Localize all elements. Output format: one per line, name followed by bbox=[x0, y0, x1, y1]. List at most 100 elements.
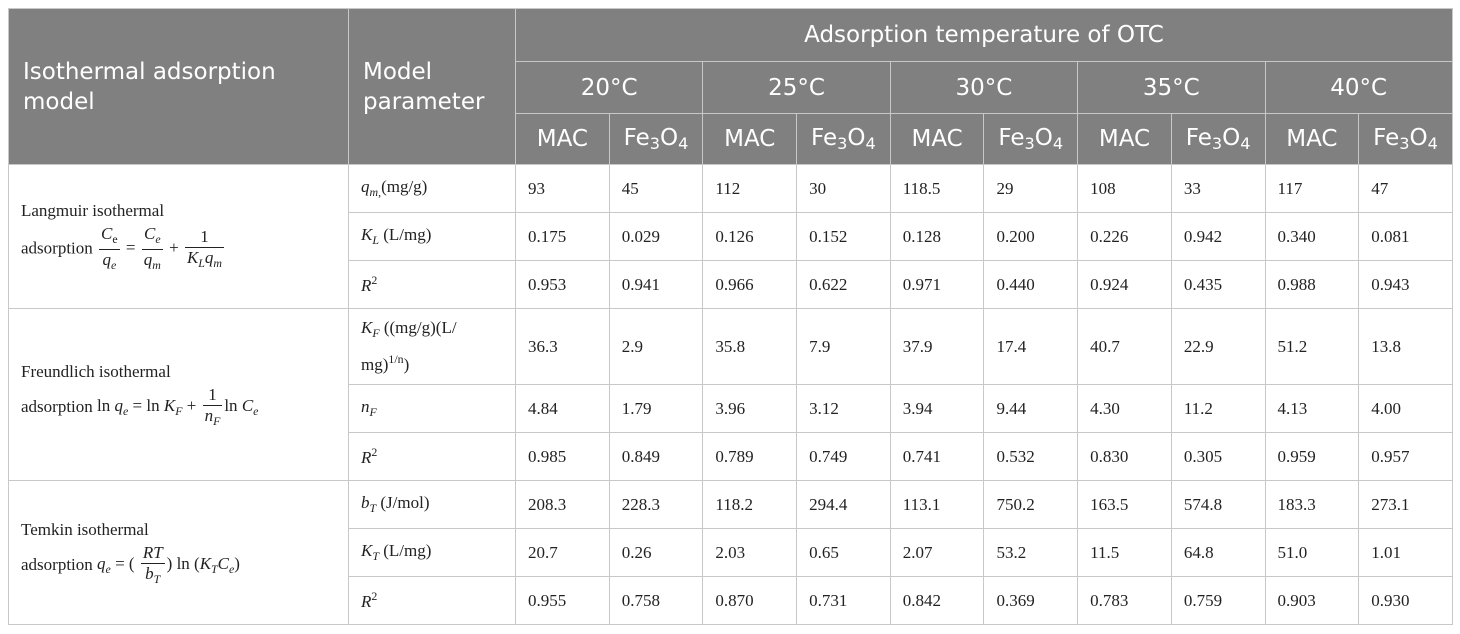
table-row: KL (L/mg) 0.175 0.029 0.126 0.152 0.128 0.200 0… bbox=[9, 212, 1453, 261]
parameter-subscript: F bbox=[372, 326, 380, 340]
value-cell: 0.731 bbox=[796, 576, 891, 625]
o-letter: O bbox=[1222, 125, 1241, 151]
table-row: KT (L/mg) 20.7 0.26 2.03 0.65 2.07 53.2 11.5 64.… bbox=[9, 528, 1453, 577]
value-cell: 9.44 bbox=[983, 384, 1079, 433]
value-cell: 51.0 bbox=[1264, 528, 1360, 577]
value-cell: 118.2 bbox=[702, 480, 798, 529]
value-cell: 37.9 bbox=[889, 308, 985, 385]
equation-prefix: adsorption bbox=[21, 396, 93, 416]
model-equation-line: adsorption ln qe = ln KF + 1 nF ln Ce bbox=[21, 385, 336, 431]
value-cell: 0.749 bbox=[796, 432, 891, 481]
parameter-cell: KF ((mg/g)(L/mg)1/n) bbox=[348, 308, 516, 385]
value-cell: 0.029 bbox=[608, 212, 704, 261]
header-temperature: 35°C bbox=[1077, 61, 1266, 114]
header-material-mac: MAC bbox=[515, 113, 610, 165]
value-cell: 1.79 bbox=[608, 384, 704, 433]
header-temperature: 20°C bbox=[514, 61, 704, 114]
value-cell: 0.440 bbox=[983, 260, 1079, 309]
value-cell: 0.959 bbox=[1264, 432, 1360, 481]
parameter-unit: (L/mg) bbox=[378, 541, 432, 560]
value-cell: 3.12 bbox=[796, 384, 891, 433]
value-cell: 2.03 bbox=[702, 528, 798, 577]
fe-prefix: Fe bbox=[1373, 125, 1400, 151]
value-cell: 0.758 bbox=[608, 576, 704, 625]
value-cell: 0.226 bbox=[1077, 212, 1172, 261]
value-cell: 45 bbox=[608, 164, 704, 213]
parameter-unit-superscript: 1/n bbox=[388, 352, 404, 366]
value-cell: 0.953 bbox=[515, 260, 610, 309]
value-cell: 0.783 bbox=[1077, 576, 1172, 625]
o-letter: O bbox=[847, 125, 866, 151]
value-cell: 35.8 bbox=[702, 308, 798, 385]
parameter-unit: (mg/g) bbox=[381, 177, 428, 196]
value-cell: 40.7 bbox=[1077, 308, 1172, 385]
parameter-subscript: T bbox=[369, 501, 377, 515]
value-cell: 0.532 bbox=[983, 432, 1079, 481]
equation-prefix: adsorption bbox=[21, 554, 93, 574]
header-material-mac: MAC bbox=[702, 113, 798, 165]
table-body: Langmuir isothermal adsorption Ce qe = Ce q… bbox=[8, 164, 1453, 625]
value-cell: 0.924 bbox=[1077, 260, 1172, 309]
value-cell: 11.5 bbox=[1077, 528, 1172, 577]
parameter-subscript: L bbox=[372, 233, 379, 247]
value-cell: 11.2 bbox=[1170, 384, 1266, 433]
value-cell: 112 bbox=[702, 164, 798, 213]
parameter-subscript: F bbox=[369, 405, 377, 419]
o-letter: O bbox=[660, 125, 679, 151]
value-cell: 183.3 bbox=[1264, 480, 1360, 529]
value-cell: 2.9 bbox=[608, 308, 704, 385]
value-cell: 294.4 bbox=[796, 480, 891, 529]
value-cell: 93 bbox=[515, 164, 610, 213]
value-cell: 0.849 bbox=[608, 432, 704, 481]
value-cell: 64.8 bbox=[1170, 528, 1266, 577]
value-cell: 108 bbox=[1077, 164, 1172, 213]
value-cell: 0.152 bbox=[796, 212, 891, 261]
parameter-symbol: K bbox=[361, 225, 373, 244]
value-cell: 0.081 bbox=[1358, 212, 1453, 261]
table-row: Freundlich isothermal adsorption ln qe = … bbox=[8, 308, 1453, 481]
header-material-mac: MAC bbox=[889, 113, 985, 165]
equation-prefix: adsorption bbox=[21, 238, 93, 258]
header-material-fe3o4: Fe3O4 bbox=[983, 113, 1079, 165]
o-subscript: 4 bbox=[865, 134, 876, 153]
value-cell: 0.957 bbox=[1358, 432, 1453, 481]
fe-prefix: Fe bbox=[623, 125, 650, 151]
parameter-unit-close: ) bbox=[403, 355, 410, 374]
value-cell: 0.955 bbox=[515, 576, 610, 625]
value-cell: 0.26 bbox=[608, 528, 704, 577]
o-letter: O bbox=[1409, 125, 1428, 151]
value-cell: 4.84 bbox=[515, 384, 610, 433]
value-cell: 0.369 bbox=[983, 576, 1079, 625]
header-material-fe3o4: Fe3O4 bbox=[1170, 113, 1266, 165]
value-cell: 0.943 bbox=[1358, 260, 1453, 309]
value-cell: 117 bbox=[1264, 164, 1360, 213]
value-cell: 47 bbox=[1358, 164, 1453, 213]
value-cell: 0.830 bbox=[1077, 432, 1172, 481]
o-letter: O bbox=[1034, 125, 1053, 151]
value-cell: 22.9 bbox=[1170, 308, 1266, 385]
value-cell: 113.1 bbox=[889, 480, 985, 529]
parameter-superscript: 2 bbox=[371, 589, 378, 603]
parameter-unit: (L/mg) bbox=[378, 225, 432, 244]
value-cell: 33 bbox=[1170, 164, 1266, 213]
fe-subscript: 3 bbox=[649, 134, 661, 153]
value-cell: 0.175 bbox=[515, 212, 610, 261]
header-material-fe3o4: Fe3O4 bbox=[1358, 113, 1453, 165]
value-cell: 4.13 bbox=[1264, 384, 1360, 433]
parameter-symbol: b bbox=[361, 493, 370, 512]
model-cell: Langmuir isothermal adsorption Ce qe = Ce q… bbox=[8, 164, 349, 309]
value-cell: 0.305 bbox=[1170, 432, 1266, 481]
parameter-symbol: R bbox=[361, 448, 372, 467]
header-temperature-group: Adsorption temperature of OTC bbox=[515, 8, 1453, 62]
freundlich-equation: ln qe = ln KF + 1 nF ln Ce bbox=[93, 385, 258, 428]
value-cell: 750.2 bbox=[983, 480, 1079, 529]
parameter-superscript: 2 bbox=[371, 273, 378, 287]
value-cell: 0.988 bbox=[1264, 260, 1360, 309]
parameter-symbol: K bbox=[361, 318, 373, 337]
table-row: Langmuir isothermal adsorption Ce qe = Ce q… bbox=[8, 164, 1453, 309]
value-cell: 7.9 bbox=[796, 308, 891, 385]
table-row: R2 0.955 0.758 0.870 0.731 0.842 0.369 0.783 0.7… bbox=[9, 576, 1453, 625]
value-cell: 228.3 bbox=[608, 480, 704, 529]
header-temperature: 30°C bbox=[889, 61, 1079, 114]
header-material-mac: MAC bbox=[1077, 113, 1172, 165]
